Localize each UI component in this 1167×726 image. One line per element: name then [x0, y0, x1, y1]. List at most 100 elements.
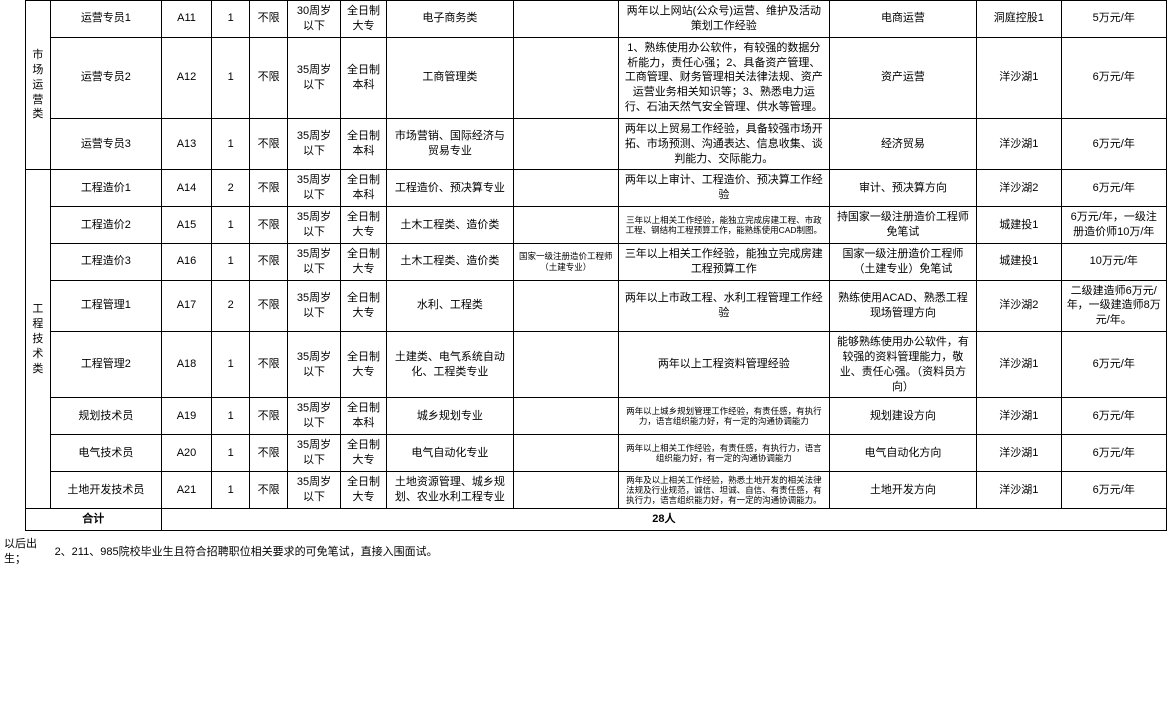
sex-cell: 不限: [250, 435, 288, 472]
code-cell: A15: [161, 207, 212, 244]
cert-cell: [513, 471, 618, 509]
total-row: 合计28人: [0, 509, 1167, 531]
count-cell: 1: [212, 1, 250, 38]
cert-cell: [513, 332, 618, 398]
code-cell: A18: [161, 332, 212, 398]
table-row: 土地开发技术员A211不限35周岁以下全日制大专土地资源管理、城乡规划、农业水利…: [0, 471, 1167, 509]
table-row: 市 场 运 营 类运营专员1A111不限30周岁以下全日制大专电子商务类两年以上…: [0, 1, 1167, 38]
requirement-cell: 两年及以上相关工作经验，熟悉土地开发的相关法律法规及行业规范，诚信、坦诚、自信、…: [618, 471, 829, 509]
position-cell: 运营专员1: [51, 1, 162, 38]
age-cell: 35周岁以下: [288, 332, 341, 398]
position-cell: 工程造价1: [51, 170, 162, 207]
cert-cell: [513, 398, 618, 435]
requirement-cell: 三年以上相关工作经验，能独立完成房建工程预算工作: [618, 243, 829, 280]
requirement-cell: 1、熟练使用办公软件，有较强的数据分析能力，责任心强；2、具备资产管理、工商管理…: [618, 37, 829, 118]
sex-cell: 不限: [250, 37, 288, 118]
position-cell: 工程管理2: [51, 332, 162, 398]
direction-cell: 国家一级注册造价工程师（土建专业）免笔试: [829, 243, 977, 280]
edu-cell: 全日制大专: [340, 243, 386, 280]
age-cell: 35周岁以下: [288, 435, 341, 472]
major-cell: 工商管理类: [387, 37, 513, 118]
count-cell: 2: [212, 280, 250, 332]
age-cell: 35周岁以下: [288, 170, 341, 207]
edu-cell: 全日制大专: [340, 435, 386, 472]
sex-cell: 不限: [250, 207, 288, 244]
table-row: 规划技术员A191不限35周岁以下全日制本科城乡规划专业两年以上城乡规划管理工作…: [0, 398, 1167, 435]
sex-cell: 不限: [250, 1, 288, 38]
cert-cell: [513, 118, 618, 170]
direction-cell: 土地开发方向: [829, 471, 977, 509]
requirement-cell: 两年以上工程资料管理经验: [618, 332, 829, 398]
code-cell: A17: [161, 280, 212, 332]
edu-cell: 全日制大专: [340, 1, 386, 38]
table-row: 工 程 技 术 类工程造价1A142不限35周岁以下全日制本科工程造价、预决算专…: [0, 170, 1167, 207]
salary-cell: 5万元/年: [1061, 1, 1167, 38]
location-cell: 洋沙湖1: [977, 118, 1061, 170]
position-cell: 工程造价2: [51, 207, 162, 244]
total-label: 合计: [25, 509, 161, 531]
cert-cell: [513, 435, 618, 472]
code-cell: A21: [161, 471, 212, 509]
requirement-cell: 两年以上贸易工作经验，具备较强市场开拓、市场预测、沟通表达、信息收集、谈判能力、…: [618, 118, 829, 170]
direction-cell: 审计、预决算方向: [829, 170, 977, 207]
edu-cell: 全日制本科: [340, 398, 386, 435]
position-cell: 工程造价3: [51, 243, 162, 280]
position-cell: 工程管理1: [51, 280, 162, 332]
salary-cell: 6万元/年: [1061, 170, 1167, 207]
direction-cell: 资产运营: [829, 37, 977, 118]
code-cell: A12: [161, 37, 212, 118]
location-cell: 洋沙湖1: [977, 332, 1061, 398]
major-cell: 土地资源管理、城乡规划、农业水利工程专业: [387, 471, 513, 509]
salary-cell: 6万元/年: [1061, 332, 1167, 398]
count-cell: 1: [212, 207, 250, 244]
sex-cell: 不限: [250, 118, 288, 170]
position-cell: 运营专员2: [51, 37, 162, 118]
table-row: 电气技术员A201不限35周岁以下全日制大专电气自动化专业两年以上相关工作经验，…: [0, 435, 1167, 472]
major-cell: 水利、工程类: [387, 280, 513, 332]
count-cell: 1: [212, 435, 250, 472]
position-cell: 运营专员3: [51, 118, 162, 170]
location-cell: 城建投1: [977, 207, 1061, 244]
major-cell: 电子商务类: [387, 1, 513, 38]
age-cell: 30周岁以下: [288, 1, 341, 38]
cert-cell: [513, 37, 618, 118]
sex-cell: 不限: [250, 280, 288, 332]
total-value: 28人: [161, 509, 1166, 531]
major-cell: 电气自动化专业: [387, 435, 513, 472]
cert-cell: [513, 280, 618, 332]
location-cell: 洋沙湖2: [977, 170, 1061, 207]
table-row: 工程管理1A172不限35周岁以下全日制大专水利、工程类两年以上市政工程、水利工…: [0, 280, 1167, 332]
age-cell: 35周岁以下: [288, 37, 341, 118]
salary-cell: 10万元/年: [1061, 243, 1167, 280]
location-cell: 洞庭控股1: [977, 1, 1061, 38]
salary-cell: 6万元/年: [1061, 118, 1167, 170]
count-cell: 1: [212, 243, 250, 280]
sex-cell: 不限: [250, 332, 288, 398]
code-cell: A14: [161, 170, 212, 207]
age-cell: 35周岁以下: [288, 207, 341, 244]
requirement-cell: 两年以上市政工程、水利工程管理工作经验: [618, 280, 829, 332]
edu-cell: 全日制本科: [340, 37, 386, 118]
requirement-cell: 三年以上相关工作经验，能独立完成房建工程、市政工程、钢结构工程预算工作，能熟练使…: [618, 207, 829, 244]
salary-cell: 6万元/年: [1061, 471, 1167, 509]
count-cell: 1: [212, 37, 250, 118]
table-row: 运营专员2A121不限35周岁以下全日制本科工商管理类 1、熟练使用办公软件，有较…: [0, 37, 1167, 118]
edu-cell: 全日制本科: [340, 170, 386, 207]
category-cell: 工 程 技 术 类: [25, 170, 50, 509]
location-cell: 洋沙湖1: [977, 471, 1061, 509]
age-cell: 35周岁以下: [288, 280, 341, 332]
footer-right: 2、211、985院校毕业生且符合招聘职位相关要求的可免笔试，直接入围面试。: [51, 531, 1167, 570]
count-cell: 1: [212, 332, 250, 398]
code-cell: A16: [161, 243, 212, 280]
cert-cell: [513, 207, 618, 244]
major-cell: 市场营销、国际经济与贸易专业: [387, 118, 513, 170]
requirement-cell: 两年以上相关工作经验，有责任感，有执行力，语言组织能力好，有一定的沟通协调能力: [618, 435, 829, 472]
salary-cell: 6万元/年: [1061, 398, 1167, 435]
location-cell: 洋沙湖1: [977, 398, 1061, 435]
code-cell: A19: [161, 398, 212, 435]
direction-cell: 电商运营: [829, 1, 977, 38]
direction-cell: 经济贸易: [829, 118, 977, 170]
cert-cell: [513, 170, 618, 207]
direction-cell: 熟练使用ACAD、熟悉工程现场管理方向: [829, 280, 977, 332]
location-cell: 洋沙湖1: [977, 435, 1061, 472]
